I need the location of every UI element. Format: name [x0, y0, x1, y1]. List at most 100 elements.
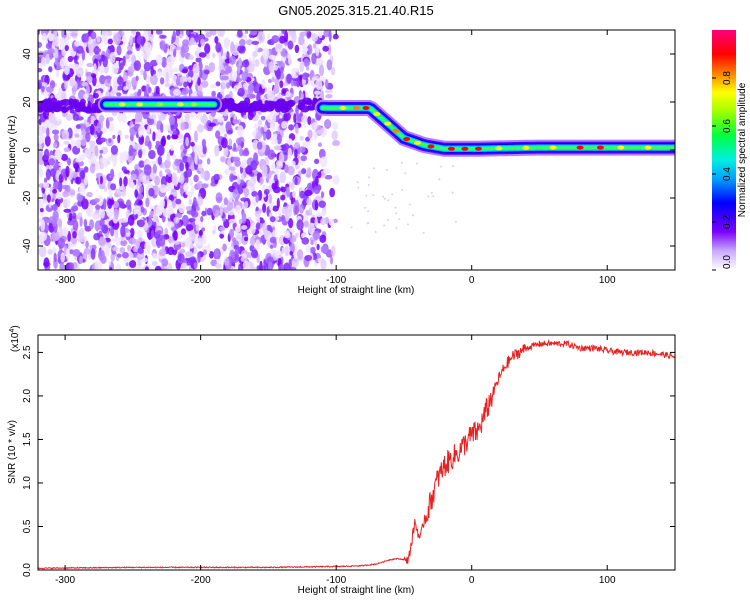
spectrogram-y-tick-label: 0 [22, 147, 33, 153]
spectrogram-noise-cell [288, 258, 292, 270]
spectrogram-noise-cell [41, 85, 45, 93]
spectrogram-noise-cell [298, 34, 305, 46]
spectrogram-noise-cell [288, 30, 294, 36]
spectrogram-noise-cell [112, 134, 116, 140]
spectrogram-noise-cell [154, 265, 162, 270]
spectrogram-noise-cell [267, 261, 273, 270]
spectrogram-noise-cell [147, 34, 154, 40]
spectrogram-noise-cell [262, 203, 267, 213]
spectrogram-noise-cell [139, 69, 145, 75]
spectrogram-noise-cell [233, 188, 239, 195]
spectrogram-noise-cell [125, 80, 132, 88]
spectrogram-noise-cell [294, 148, 298, 159]
spectrogram-noise-cell [273, 145, 281, 151]
spectrogram-noise-cell [312, 230, 320, 240]
spectrogram-faint-dot [357, 186, 360, 189]
spectrogram-noise-cell [281, 214, 285, 220]
spectrogram-noise-cell [247, 110, 254, 121]
spectrogram-noise-cell [255, 222, 261, 230]
spectrogram-noise-cell [114, 57, 122, 62]
spectrogram-noise-cell [228, 90, 233, 100]
spectrogram-noise-cell [98, 236, 106, 246]
spectrogram-noise-cell [88, 156, 97, 166]
spectrogram-noise-cell [229, 228, 235, 239]
spectrogram-noise-cell [271, 162, 276, 171]
spectrogram-noise-cell [273, 174, 278, 182]
spectrogram-noise-cell [280, 186, 287, 193]
spectrogram-faint-dot [395, 212, 398, 215]
spectrogram-noise-cell [271, 35, 280, 44]
spectrogram-noise-cell [123, 86, 129, 91]
spectrogram-noise-cell [222, 243, 227, 252]
spectrogram-noise-cell [188, 257, 196, 264]
spectrogram-noise-cell [185, 237, 191, 246]
spectrogram-noise-cell [99, 74, 106, 85]
spectrogram-noise-cell [148, 149, 156, 160]
spectrogram-band-cell [61, 98, 71, 107]
spectrogram-noise-cell [212, 52, 216, 59]
spectrogram-faint-dot [422, 231, 425, 234]
spectrogram-noise-cell [94, 161, 100, 171]
spectrogram-noise-cell [218, 125, 227, 134]
spectrogram-noise-cell [78, 185, 86, 196]
spectrogram-noise-cell [127, 44, 132, 52]
spectrogram-noise-cell [146, 245, 150, 251]
spectrogram-band-cell [45, 105, 53, 113]
spectrogram-noise-cell [159, 77, 165, 85]
spectrogram-noise-cell [285, 214, 290, 222]
spectrogram-faint-dot [432, 195, 435, 198]
spectrogram-noise-cell [86, 62, 94, 68]
spectrogram-noise-cell [84, 148, 91, 159]
spectrogram-noise-cell [229, 76, 235, 81]
spectrogram-noise-cell [152, 134, 156, 142]
spectrogram-noise-cell [155, 30, 163, 35]
snr-multiplier: (x104) [9, 325, 21, 352]
spectrogram-noise-cell [105, 90, 109, 99]
spectrogram-noise-cell [148, 86, 152, 93]
spectrogram-noise-cell [332, 175, 340, 186]
spectrogram-noise-cell [318, 31, 323, 39]
spectrogram-noise-cell [70, 47, 74, 54]
snr-x-tick-label: 0 [469, 575, 475, 586]
spectrogram-noise-cell [112, 246, 119, 252]
spectrogram-noise-cell [89, 219, 95, 230]
spectrogram-y-axis-label: Frequency (Hz) [7, 116, 18, 185]
spectrogram-noise-cell [144, 165, 152, 171]
spectrogram-noise-cell [198, 222, 203, 229]
spectrogram-noise-cell [45, 42, 54, 50]
spectrogram-noise-cell [145, 197, 150, 208]
spectrogram-noise-cell [53, 180, 61, 190]
spectrogram-noise-cell [244, 236, 249, 242]
spectrogram-noise-cell [316, 243, 320, 251]
spectrogram-noise-cell [319, 156, 328, 168]
spectrogram-noise-cell [294, 205, 299, 215]
spectrogram-noise-cell [207, 243, 211, 255]
spectrogram-noise-cell [53, 252, 57, 263]
spectrogram-noise-cell [208, 251, 214, 259]
spectrogram-noise-cell [69, 212, 73, 221]
spectrogram-noise-cell [66, 32, 72, 40]
spectrogram-noise-cell [38, 168, 44, 178]
spectrogram-noise-cell [85, 84, 91, 96]
spectrogram-noise-cell [305, 66, 310, 71]
spectrogram-noise-cell [301, 237, 310, 245]
spectrogram-noise-cell [279, 171, 287, 184]
spectrogram-noise-cell [220, 156, 226, 163]
snr-multiplier-exponent: 4 [9, 329, 16, 333]
spectrogram-noise-cell [59, 261, 65, 270]
spectrogram-noise-cell [59, 37, 66, 49]
spectrogram-noise-cell [156, 71, 163, 77]
spectrogram-noise-cell [242, 59, 250, 68]
spectrogram-noise-cell [221, 75, 229, 81]
spectrogram-noise-cell [116, 45, 122, 56]
spectrogram-noise-cell [133, 143, 142, 150]
spectrogram-noise-cell [110, 183, 117, 191]
spectrogram-noise-cell [157, 144, 164, 156]
spectrogram-faint-dot [367, 184, 370, 186]
spectrogram-noise-cell [138, 149, 143, 159]
spectrogram-noise-cell [51, 230, 60, 242]
spectrogram-noise-cell [101, 224, 109, 234]
spectrogram-noise-cell [116, 92, 122, 97]
spectrogram-noise-cell [320, 245, 329, 254]
